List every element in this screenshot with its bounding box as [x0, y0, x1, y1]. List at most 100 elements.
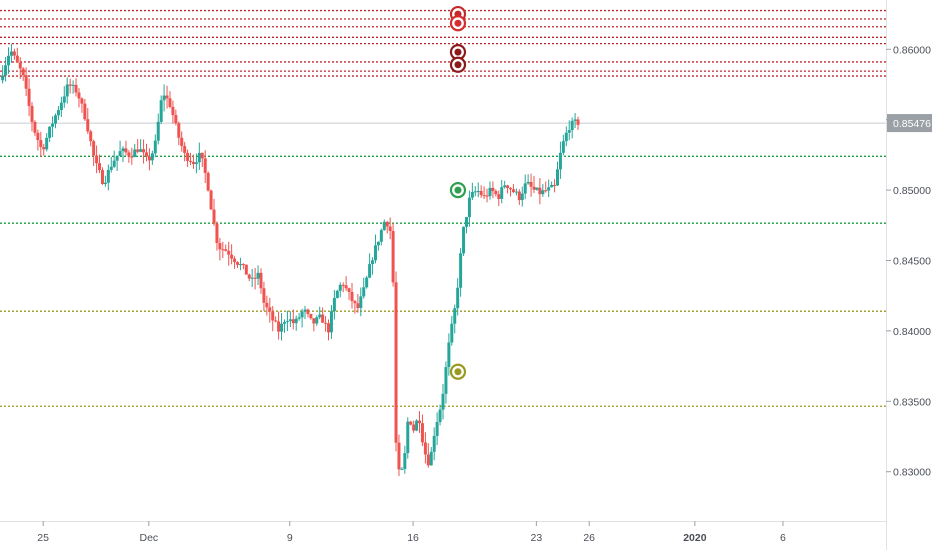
candle-body-down: [183, 145, 187, 153]
candle-body-up: [447, 342, 451, 368]
candle-body-up: [415, 420, 419, 431]
candle-body-up: [153, 140, 157, 154]
candle-body-up: [250, 277, 254, 279]
level-marker-icon[interactable]: [449, 56, 467, 73]
candle-body-down: [74, 84, 78, 93]
candle-body-up: [65, 84, 69, 97]
candle-body-up: [288, 319, 292, 322]
candle-body-down: [89, 131, 93, 142]
candle-body-up: [435, 422, 439, 436]
last-price-label: 0.85476: [893, 118, 931, 130]
candle-body-up: [238, 264, 242, 266]
marker-dot: [454, 19, 462, 27]
candle-body-up: [368, 264, 372, 278]
candle-body-up: [4, 65, 8, 76]
candle-body-down: [80, 98, 84, 104]
candle-body-up: [526, 181, 530, 184]
candle-body-down: [233, 258, 237, 263]
candle-body-down: [209, 190, 213, 210]
candle-body-down: [215, 223, 219, 243]
candle-body-up: [573, 119, 577, 121]
candle-body-down: [235, 262, 239, 265]
candle-body-down: [68, 84, 72, 86]
x-tick-label: 25: [37, 532, 49, 544]
candle-body-down: [341, 284, 345, 286]
candle-body-down: [227, 250, 231, 255]
candle-body-down: [221, 249, 225, 251]
candle-body-down: [324, 322, 328, 324]
candle-body-up: [488, 187, 492, 197]
candle-body-up: [429, 451, 433, 466]
candle-body-down: [532, 186, 536, 190]
candle-body-down: [186, 152, 190, 161]
candle-body-down: [312, 318, 316, 324]
candle-body-up: [523, 183, 527, 194]
candle-body-up: [194, 162, 198, 164]
y-tick-label: 0.85000: [893, 185, 931, 197]
candle-body-up: [285, 321, 289, 323]
candle-body-up: [1, 75, 5, 81]
candle-body-up: [514, 191, 518, 193]
candle-body-down: [33, 121, 37, 133]
candle-body-down: [77, 92, 81, 99]
candle-body-down: [271, 311, 275, 321]
candle-body-up: [256, 272, 260, 279]
level-marker-icon[interactable]: [449, 181, 467, 199]
candle-body-down: [259, 272, 263, 289]
level-marker-icon[interactable]: [449, 15, 467, 32]
candle-body-down: [321, 314, 325, 323]
candle-body-down: [15, 55, 19, 63]
candle-body-down: [344, 285, 348, 289]
candlesticks: [1, 43, 580, 477]
candle-body-up: [535, 187, 539, 190]
candle-body-up: [318, 314, 322, 318]
candle-body-down: [506, 185, 510, 189]
candle-body-down: [420, 423, 424, 443]
candle-body-down: [426, 454, 430, 466]
candle-body-down: [397, 442, 401, 470]
candle-body-down: [12, 51, 16, 56]
candle-body-up: [335, 290, 339, 298]
candle-body-up: [564, 132, 568, 142]
candle-body-up: [303, 309, 307, 312]
candle-body-down: [517, 191, 521, 201]
candle-body-up: [197, 152, 201, 163]
y-tick-label: 0.86000: [893, 44, 931, 56]
candle-body-up: [45, 137, 49, 150]
candle-body-down: [394, 282, 398, 443]
candle-body-down: [409, 421, 413, 425]
candle-body-up: [162, 95, 166, 101]
candle-body-up: [567, 130, 571, 133]
candle-body-down: [21, 68, 25, 76]
candle-body-up: [329, 311, 333, 333]
candle-body-up: [555, 169, 559, 186]
candle-body-up: [282, 322, 286, 324]
candle-body-down: [100, 170, 104, 185]
candle-body-up: [520, 193, 524, 201]
candle-body-down: [142, 149, 146, 153]
candle-body-down: [511, 189, 515, 193]
candle-body-up: [51, 123, 55, 127]
candle-body-down: [418, 420, 422, 424]
candle-body-down: [274, 320, 278, 322]
level-marker-icon[interactable]: [449, 363, 467, 380]
candle-body-up: [438, 409, 442, 423]
candle-body-down: [212, 209, 216, 224]
candle-body-up: [294, 318, 298, 324]
candle-body-up: [59, 102, 63, 111]
candle-body-up: [400, 468, 404, 470]
candle-body-down: [168, 98, 172, 107]
candle-body-down: [24, 75, 28, 89]
candle-body-up: [371, 260, 375, 265]
candle-body-up: [62, 96, 66, 103]
candle-body-up: [570, 120, 574, 131]
candle-body-up: [376, 241, 380, 246]
candle-body-down: [479, 190, 483, 196]
candle-body-down: [491, 187, 495, 192]
candle-body-down: [83, 103, 87, 120]
candle-body-down: [327, 323, 331, 333]
candle-body-up: [338, 284, 342, 291]
candle-body-up: [53, 115, 57, 124]
